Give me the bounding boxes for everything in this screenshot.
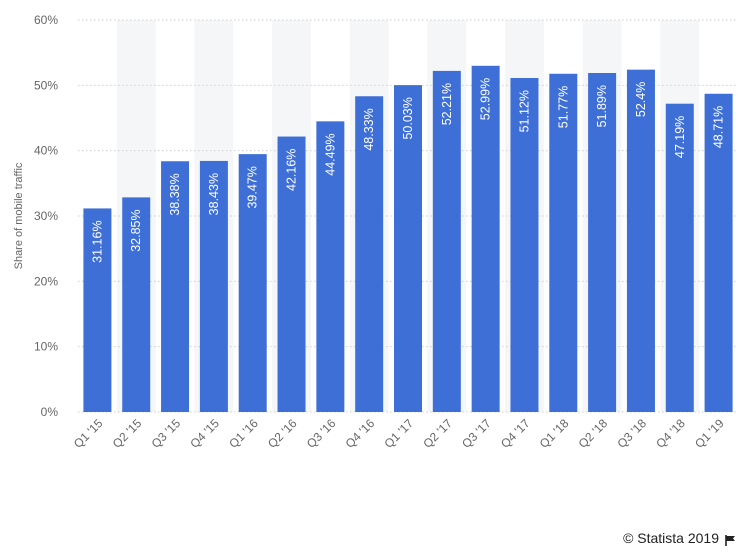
bar[interactable] — [626, 69, 655, 413]
y-tick-label: 60% — [34, 13, 58, 27]
bar-data-label: 52.4% — [634, 82, 648, 117]
y-tick-label: 20% — [34, 274, 58, 288]
y-tick-label: 0% — [41, 405, 59, 419]
x-tick-label: Q3 '18 — [614, 416, 649, 451]
bar-data-label: 51.89% — [595, 85, 609, 127]
bar-data-labels: 31.16% 32.85% 38.38% 38.43% 39.47% 42.16% 44.4… — [90, 78, 725, 263]
x-tick-label: Q2 '15 — [110, 416, 145, 451]
bar-data-label: 48.33% — [362, 108, 376, 150]
bar[interactable] — [161, 161, 190, 412]
flag-icon[interactable] — [725, 533, 736, 546]
x-tick-label: Q2 '16 — [265, 416, 300, 451]
bar-data-label: 51.77% — [556, 86, 570, 128]
bar-data-label: 38.43% — [207, 173, 221, 215]
bar-data-label: 52.99% — [479, 78, 493, 120]
bar[interactable] — [432, 70, 461, 413]
bar-data-label: 48.71% — [712, 106, 726, 148]
bar-data-label: 52.21% — [440, 83, 454, 125]
bar[interactable] — [510, 78, 539, 413]
bar[interactable] — [588, 72, 617, 412]
x-tick-label: Q4 '18 — [653, 416, 688, 451]
bar[interactable] — [549, 73, 578, 412]
bar-data-label: 44.49% — [323, 133, 337, 175]
bar-data-label: 42.16% — [285, 149, 299, 191]
x-tick-label: Q3 '16 — [304, 416, 339, 451]
bar[interactable] — [355, 96, 384, 412]
bar[interactable] — [83, 208, 112, 412]
bar-data-label: 32.85% — [129, 209, 143, 251]
bar[interactable] — [471, 65, 500, 412]
bar-data-label: 38.38% — [168, 173, 182, 215]
y-axis-label: Share of mobile traffic — [13, 162, 25, 269]
x-axis-ticks: Q1 '15 Q2 '15 Q3 '15 Q4 '15 Q1 '16 Q2 '16 Q3 '… — [71, 416, 727, 451]
x-tick-label: Q2 '17 — [420, 416, 455, 451]
bar-data-label: 31.16% — [90, 220, 104, 262]
bar[interactable] — [122, 197, 151, 412]
bar[interactable] — [665, 103, 694, 412]
bar[interactable] — [316, 121, 345, 412]
y-tick-label: 10% — [34, 340, 58, 354]
x-tick-label: Q1 '17 — [381, 416, 416, 451]
bar-data-label: 50.03% — [401, 97, 415, 139]
bar-data-label: 47.19% — [673, 116, 687, 158]
bar[interactable] — [199, 160, 228, 412]
x-tick-label: Q1 '16 — [226, 416, 261, 451]
bars — [83, 65, 733, 413]
x-tick-label: Q4 '15 — [187, 416, 222, 451]
bar-data-label: 39.47% — [246, 166, 260, 208]
bar[interactable] — [394, 85, 422, 413]
x-tick-label: Q3 '15 — [149, 416, 184, 451]
bar[interactable] — [238, 154, 267, 412]
y-axis-ticks: 0% 10% 20% 30% 40% 50% 60% — [34, 13, 58, 419]
x-tick-label: Q2 '18 — [576, 416, 611, 451]
x-tick-label: Q1 '19 — [692, 416, 727, 451]
x-tick-label: Q4 '16 — [343, 416, 378, 451]
x-tick-label: Q4 '17 — [498, 416, 533, 451]
x-tick-label: Q1 '15 — [71, 416, 106, 451]
x-tick-label: Q3 '17 — [459, 416, 494, 451]
x-tick-label: Q1 '18 — [537, 416, 572, 451]
bar[interactable] — [277, 136, 306, 412]
copyright-text: © Statista 2019 — [623, 530, 719, 546]
bar-data-label: 51.12% — [517, 90, 531, 132]
y-tick-label: 30% — [34, 209, 58, 223]
footer: © Statista 2019 — [623, 530, 736, 546]
bar[interactable] — [704, 93, 733, 413]
y-tick-label: 50% — [34, 78, 58, 92]
y-tick-label: 40% — [34, 144, 58, 158]
